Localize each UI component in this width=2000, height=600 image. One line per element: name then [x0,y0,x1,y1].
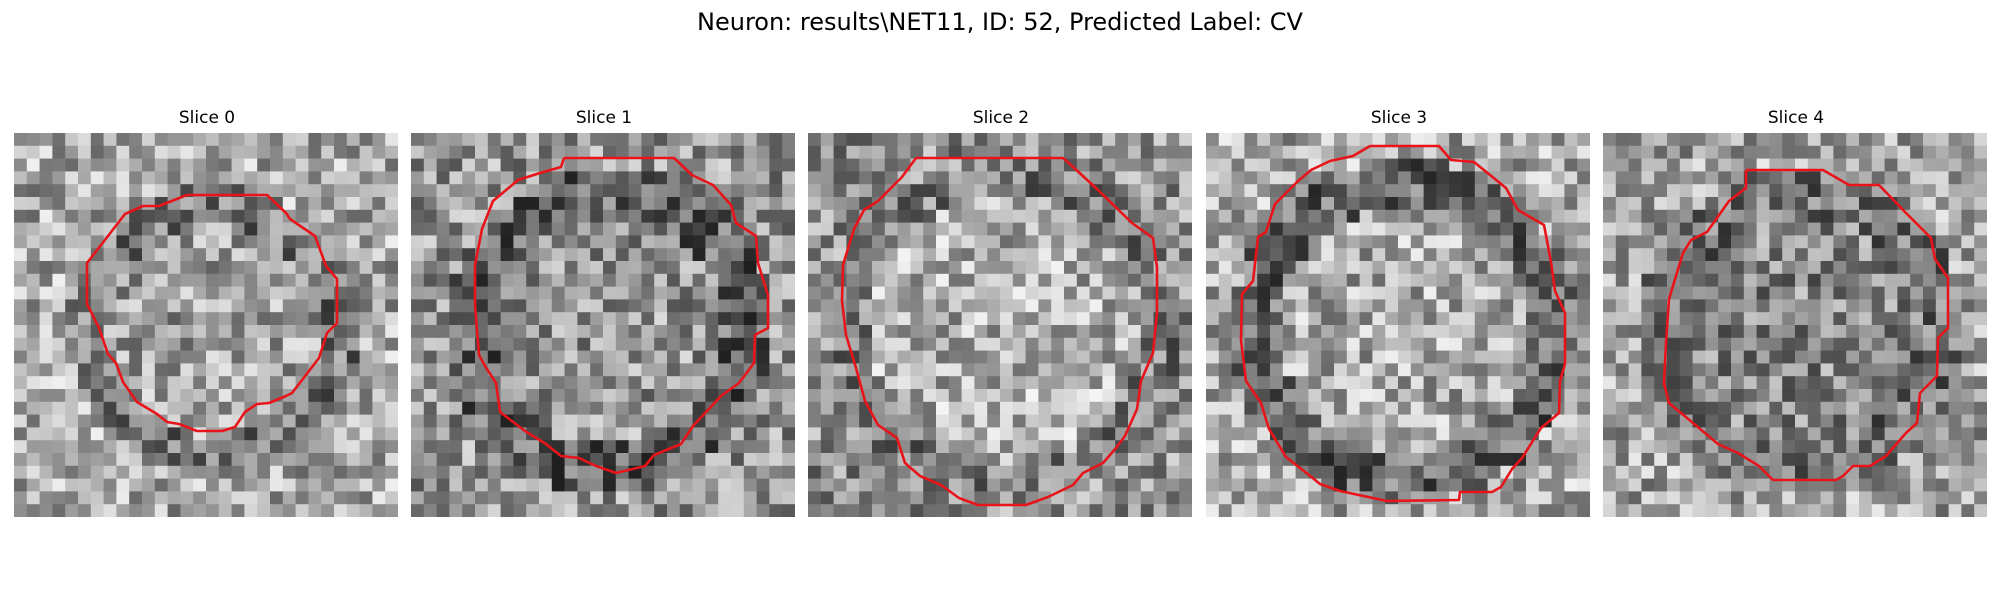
cell-contour-0 [85,193,339,433]
slice-title-0: Slice 0 [178,108,236,128]
slice-title-4: Slice 4 [1767,108,1825,128]
pixel-grid-4 [1603,133,1987,517]
cell-contour-3 [1239,144,1567,503]
slice-image-3 [1206,133,1590,517]
slice-image-0 [14,133,398,517]
figure-title: Neuron: results\NET11, ID: 52, Predicted… [697,8,1303,36]
slice-panel-4: Slice 4 [1603,108,1989,517]
slice-image-2 [808,133,1192,517]
slice-image-4 [1603,133,1987,517]
slice-title-3: Slice 3 [1370,108,1428,128]
pixel-grid-3 [1206,133,1590,517]
slice-panel-3: Slice 3 [1206,108,1592,517]
slice-image-1 [411,133,795,517]
slice-title-1: Slice 1 [575,108,633,128]
slice-panel-1: Slice 1 [411,108,797,517]
pixel-grid-0 [14,133,398,517]
slice-panel-0: Slice 0 [14,108,400,517]
pixel-grid-1 [411,133,795,517]
slice-panel-2: Slice 2 [808,108,1194,517]
cell-contour-4 [1662,168,1950,482]
cell-contour-1 [473,156,770,475]
pixel-grid-2 [808,133,1192,517]
slice-title-2: Slice 2 [972,108,1030,128]
cell-contour-2 [840,156,1159,507]
